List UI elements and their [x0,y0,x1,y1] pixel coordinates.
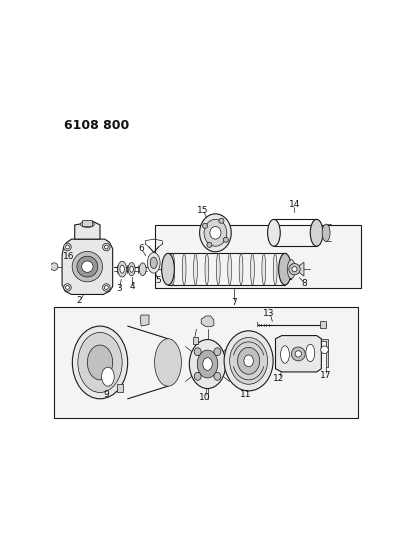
Ellipse shape [230,337,268,384]
Circle shape [104,245,108,249]
Circle shape [223,237,228,243]
Text: 5: 5 [155,276,162,285]
Ellipse shape [130,266,133,272]
Polygon shape [75,222,100,239]
Circle shape [321,346,328,353]
Ellipse shape [87,345,113,380]
Ellipse shape [118,261,126,277]
Text: 14: 14 [289,200,300,209]
Ellipse shape [80,221,94,228]
Circle shape [64,243,71,251]
Ellipse shape [244,355,253,367]
Text: 6108 800: 6108 800 [64,119,129,132]
Bar [82,220,92,226]
Polygon shape [295,262,304,276]
Circle shape [292,266,297,272]
Ellipse shape [139,263,146,276]
Ellipse shape [200,214,231,252]
Ellipse shape [310,220,323,246]
Text: 4: 4 [129,282,135,291]
Ellipse shape [150,257,157,269]
Text: 16: 16 [63,252,74,261]
Circle shape [291,347,305,361]
Polygon shape [54,307,358,418]
Ellipse shape [197,350,218,378]
Ellipse shape [205,253,209,285]
Polygon shape [62,239,113,294]
Circle shape [202,223,208,228]
Ellipse shape [128,263,135,276]
Ellipse shape [262,253,266,285]
Ellipse shape [216,253,220,285]
Ellipse shape [162,253,174,285]
Circle shape [66,245,69,249]
Bar [320,321,326,328]
Ellipse shape [228,253,232,285]
Ellipse shape [204,220,227,246]
Circle shape [50,263,58,270]
Circle shape [72,252,102,282]
Text: 9: 9 [104,390,109,399]
Ellipse shape [251,253,254,285]
Text: 10: 10 [199,393,210,402]
Polygon shape [275,336,322,372]
Ellipse shape [214,348,221,356]
Ellipse shape [239,253,243,285]
Ellipse shape [306,344,315,362]
Ellipse shape [237,348,259,374]
Text: 8: 8 [301,279,307,288]
Ellipse shape [224,331,273,391]
Ellipse shape [189,340,226,389]
Ellipse shape [194,373,201,380]
Circle shape [102,284,110,292]
Text: 17: 17 [320,370,332,379]
Text: 2: 2 [77,296,82,305]
Circle shape [82,261,93,272]
Circle shape [207,243,212,247]
Circle shape [104,286,108,289]
Circle shape [77,256,98,277]
Ellipse shape [214,373,221,380]
Ellipse shape [322,224,330,241]
Circle shape [102,243,110,251]
Polygon shape [155,225,361,288]
Ellipse shape [203,358,212,370]
Text: 12: 12 [273,374,284,383]
Circle shape [295,351,302,357]
Circle shape [289,263,300,275]
Ellipse shape [287,260,295,279]
Bar [118,384,123,392]
Ellipse shape [273,253,277,285]
Ellipse shape [147,253,160,273]
Ellipse shape [171,253,175,285]
Ellipse shape [279,253,291,285]
Text: 11: 11 [240,390,251,399]
Polygon shape [201,316,214,327]
Circle shape [66,286,69,289]
Ellipse shape [210,227,221,239]
Ellipse shape [120,265,124,273]
Text: 3: 3 [116,284,122,293]
Text: 6: 6 [138,244,144,253]
Text: 13: 13 [264,309,275,318]
Ellipse shape [182,253,186,285]
Ellipse shape [155,339,182,386]
Ellipse shape [194,348,201,356]
Ellipse shape [78,333,122,392]
Ellipse shape [72,326,128,399]
Ellipse shape [281,346,289,363]
Circle shape [219,218,224,223]
Circle shape [64,284,71,292]
Ellipse shape [194,253,197,285]
Polygon shape [322,339,328,367]
Ellipse shape [268,220,280,246]
Text: 7: 7 [231,298,237,307]
Ellipse shape [102,367,114,386]
Polygon shape [140,315,149,326]
Bar [193,337,198,344]
Text: 15: 15 [197,206,208,215]
